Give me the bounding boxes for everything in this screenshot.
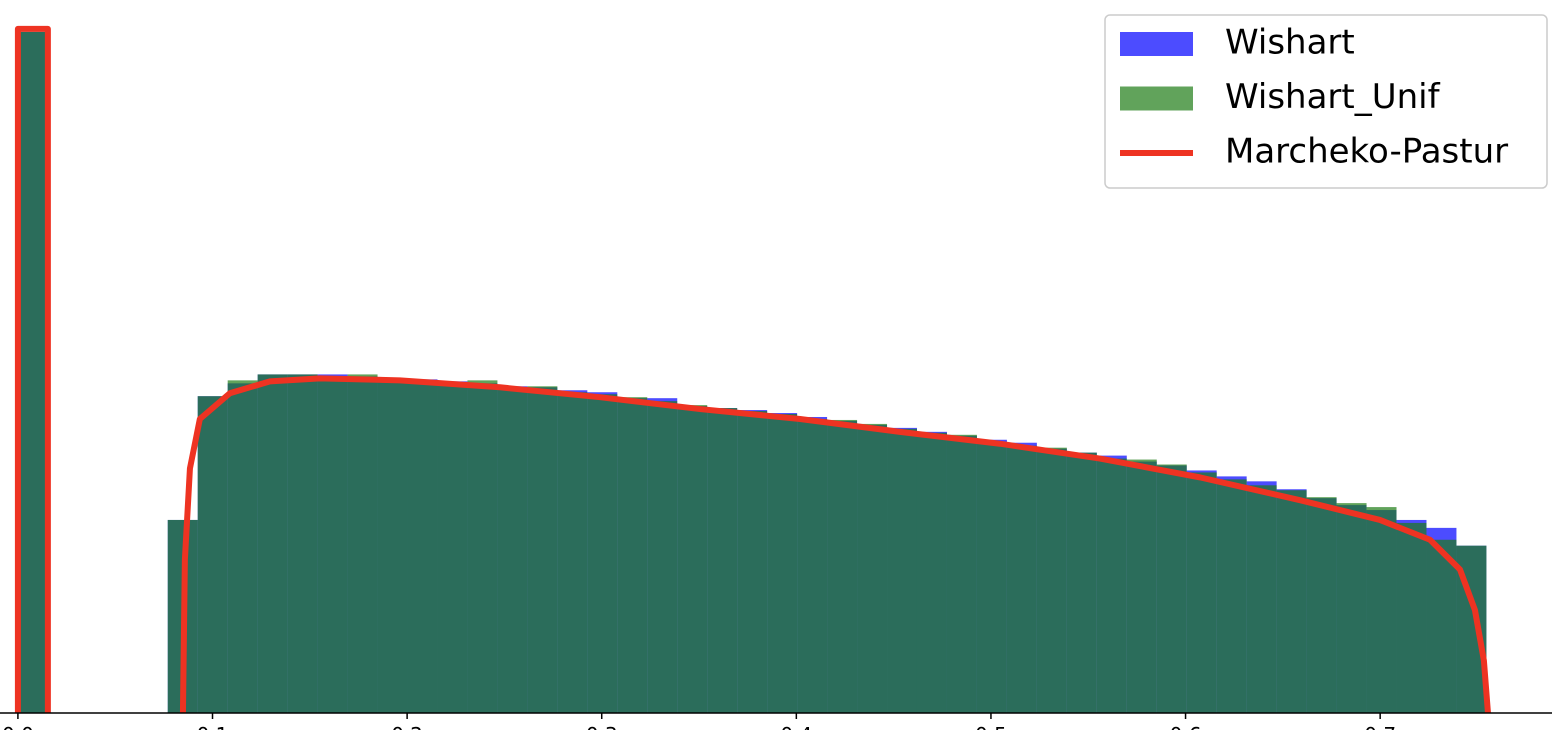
histogram-bar <box>1336 503 1367 713</box>
histogram-bar <box>1246 485 1277 713</box>
histogram-bar <box>497 387 528 713</box>
x-tick-label: 0.6 <box>1170 723 1202 730</box>
x-tick-label: 0.4 <box>780 723 812 730</box>
histogram-bar <box>17 31 48 713</box>
histogram-bar <box>887 428 917 713</box>
histogram-bar <box>1036 447 1067 713</box>
x-tick-label: 0.1 <box>197 723 229 730</box>
line-series <box>14 25 51 713</box>
histogram-bar <box>1126 459 1157 713</box>
histogram-bar <box>1306 497 1337 713</box>
histogram-bar <box>1366 507 1397 713</box>
histogram-bar <box>377 379 408 713</box>
legend-label: Marcheko-Pastur <box>1225 132 1508 172</box>
lines <box>14 25 1491 714</box>
legend-swatch <box>1120 86 1193 111</box>
histogram-bar <box>347 374 378 713</box>
histogram-bar <box>707 408 738 713</box>
histogram-bar <box>557 392 588 713</box>
histogram-bar <box>677 405 708 713</box>
histogram-bar <box>1006 445 1037 713</box>
histogram-bar <box>827 419 858 713</box>
histogram-bar <box>797 418 828 713</box>
histogram-bar <box>1216 479 1247 713</box>
x-tick-label: 0.7 <box>1364 723 1396 730</box>
histogram-bar <box>587 394 618 713</box>
legend-frame <box>1104 14 1548 189</box>
line-series <box>179 375 1491 714</box>
histogram-bar <box>1426 539 1457 713</box>
histogram-bar <box>1096 458 1127 713</box>
histogram-bar <box>647 401 678 713</box>
histogram-bar <box>1276 490 1307 713</box>
histogram-bar <box>1066 452 1097 713</box>
axes: 0.0 0.1 0.2 0.3 0.4 0.5 0.6 0.7 <box>0 712 1552 730</box>
legend-swatch <box>1120 32 1193 56</box>
histogram-bar <box>407 380 438 713</box>
histogram-bar <box>287 374 318 713</box>
histogram-bar <box>197 396 228 713</box>
histogram-bar <box>317 376 348 713</box>
histogram-bar <box>527 386 558 713</box>
histogram-bar <box>467 380 498 713</box>
x-tick-label: 0.5 <box>975 723 1007 730</box>
histogram-bar <box>767 414 798 713</box>
histogram-bar <box>617 397 648 713</box>
histogram-bar <box>1396 522 1427 713</box>
histogram-bar <box>437 382 468 713</box>
x-tick-label: 0.2 <box>391 723 423 730</box>
histogram-bar <box>227 380 258 713</box>
histogram-bar <box>976 441 1007 713</box>
histogram-bar <box>916 432 947 713</box>
histogram-bar <box>857 423 888 713</box>
x-tick-label: 0.3 <box>586 723 618 730</box>
x-tick-label: 0.0 <box>2 723 34 730</box>
histogram-bar <box>946 434 977 713</box>
histogram-bar <box>737 411 768 713</box>
histogram-bar <box>257 374 288 713</box>
histogram-bar <box>1186 472 1217 713</box>
legend: Wishart Wishart_Unif Marcheko-Pastur <box>1104 14 1548 189</box>
histogram-bar <box>1156 464 1187 713</box>
legend-label: Wishart <box>1225 23 1355 63</box>
bars <box>17 31 1487 713</box>
legend-label: Wishart_Unif <box>1225 77 1441 117</box>
